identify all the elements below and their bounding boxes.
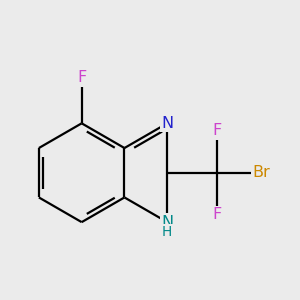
Text: F: F [77,70,86,86]
Text: F: F [212,123,221,138]
Text: N: N [161,214,173,230]
Text: F: F [212,207,221,222]
Text: Br: Br [252,165,270,180]
Text: H: H [162,225,172,238]
Text: N: N [161,116,173,131]
